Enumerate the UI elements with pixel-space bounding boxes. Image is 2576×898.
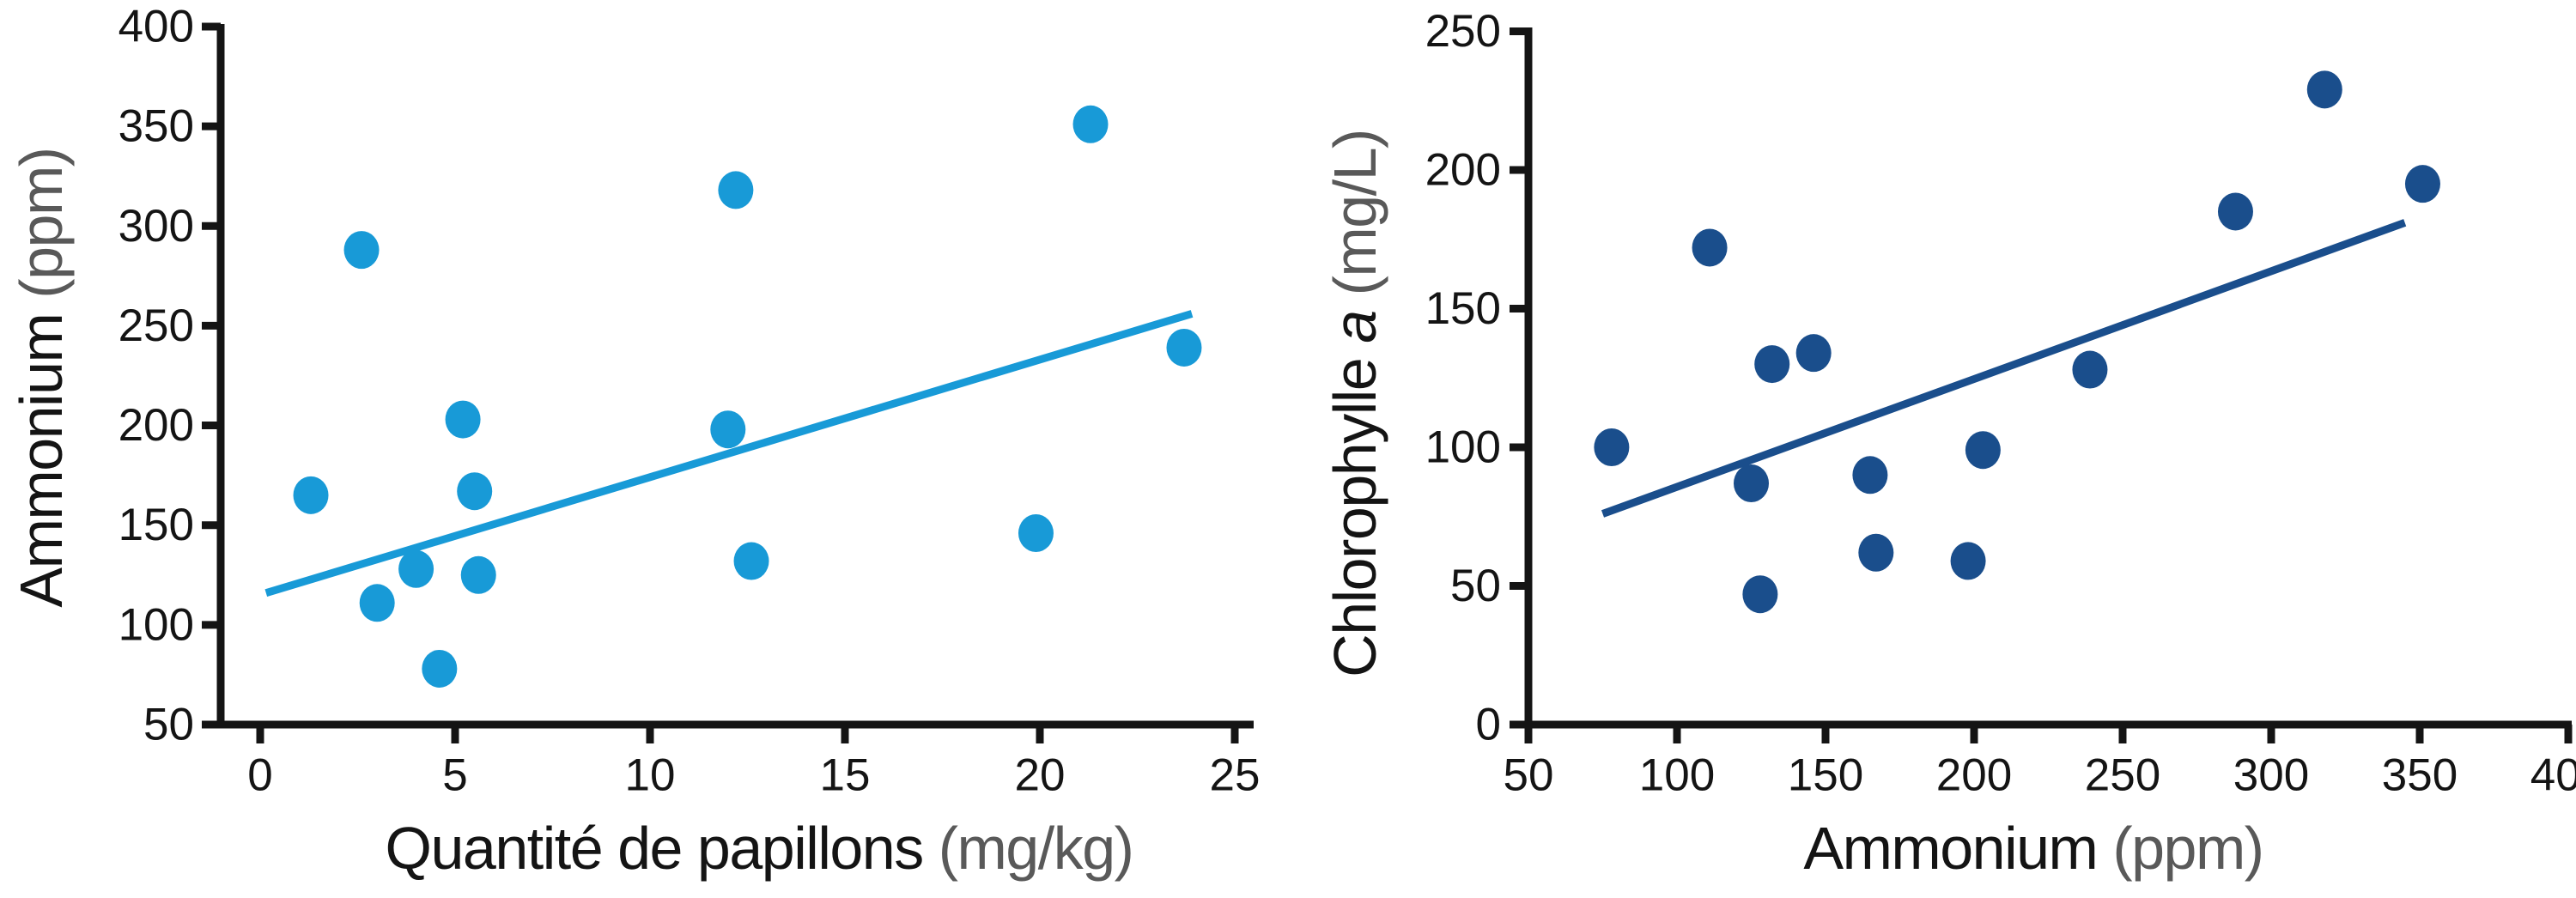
y-tick-label: 250	[118, 300, 194, 351]
y-tick-label: 300	[118, 201, 194, 252]
left-x-axis-title-text: Quantité de papillons	[385, 815, 925, 882]
left-x-axis-title: Quantité de papillons (mg/kg)	[244, 814, 1274, 883]
right-scatter-plot: 50100150200250300350400050100150200250	[1425, 6, 2576, 801]
y-tick-label: 400	[118, 1, 194, 52]
y-tick-label: 150	[1425, 283, 1501, 334]
trend-line	[1601, 219, 2407, 518]
right-y-axis-title-italic: a	[1321, 311, 1388, 343]
right-x-axis-title-text: Ammonium	[1803, 815, 2098, 882]
y-tick-label: 100	[118, 599, 194, 650]
data-point	[1965, 431, 2001, 470]
x-tick-label: 10	[625, 750, 676, 801]
data-point	[733, 542, 769, 580]
data-point	[2404, 165, 2440, 203]
data-point	[1018, 513, 1054, 552]
data-point	[398, 549, 434, 588]
right-y-axis-title-text: Chlorophylle	[1321, 358, 1388, 677]
x-tick-label: 20	[1015, 750, 1066, 801]
x-tick-label: 400	[2530, 750, 2576, 801]
x-tick-label: 0	[247, 750, 272, 801]
trend-line	[264, 310, 1194, 597]
x-tick-label: 100	[1639, 750, 1715, 801]
left-y-axis-unit: (ppm)	[8, 148, 75, 299]
data-point	[2072, 350, 2108, 389]
data-point	[359, 584, 395, 622]
y-tick-label: 150	[118, 500, 194, 550]
y-tick-label: 250	[1425, 6, 1501, 57]
data-point	[457, 472, 493, 511]
left-scatter-plot: 0 5 10 15 20 25 50 100 150 200 250 300 350 400	[118, 1, 1261, 800]
left-x-axis-unit: (mg/kg)	[938, 815, 1134, 882]
y-tick-label: 350	[118, 101, 194, 152]
data-point	[1852, 456, 1888, 495]
data-point	[1734, 464, 1769, 502]
right-x-axis-title: Ammonium (ppm)	[1518, 814, 2549, 883]
data-point	[1742, 575, 1778, 614]
data-point	[1795, 334, 1832, 373]
left-y-axis-title-text: Ammonium	[8, 313, 75, 608]
right-y-axis-title: Chlorophylle a (mg/L)	[1321, 0, 1389, 833]
y-tick-label: 200	[1425, 145, 1501, 196]
data-point	[1166, 328, 1202, 367]
right-x-axis-unit: (ppm)	[2112, 815, 2264, 882]
x-tick-label: 300	[2233, 750, 2309, 801]
y-tick-label: 0	[1476, 700, 1501, 750]
data-point	[343, 231, 380, 270]
y-tick-label: 50	[143, 700, 194, 750]
data-point	[2217, 192, 2253, 231]
y-tick-label: 50	[1450, 561, 1501, 611]
right-y-axis-unit: (mg/L)	[1321, 130, 1388, 296]
data-point	[1692, 228, 1728, 267]
x-tick-label: 15	[820, 750, 871, 801]
x-tick-label: 250	[2085, 750, 2160, 801]
left-y-axis-title: Ammonium (ppm)	[7, 0, 76, 807]
data-point	[1858, 533, 1894, 572]
data-point	[1950, 542, 1986, 580]
data-point	[710, 410, 746, 449]
data-point	[1594, 428, 1630, 466]
data-point	[460, 555, 496, 594]
data-point	[1754, 345, 1790, 384]
data-point	[422, 649, 458, 688]
data-point	[1072, 105, 1109, 143]
x-tick-label: 350	[2382, 750, 2458, 801]
data-point	[445, 400, 481, 439]
y-tick-label: 200	[118, 400, 194, 451]
y-tick-label: 100	[1425, 422, 1501, 473]
data-point	[2306, 70, 2342, 109]
x-tick-label: 200	[1936, 750, 2012, 801]
data-point	[293, 476, 329, 514]
data-point	[718, 171, 754, 209]
x-tick-label: 50	[1504, 750, 1554, 801]
x-tick-label: 5	[442, 750, 467, 801]
x-tick-label: 25	[1210, 750, 1261, 801]
x-tick-label: 150	[1788, 750, 1863, 801]
